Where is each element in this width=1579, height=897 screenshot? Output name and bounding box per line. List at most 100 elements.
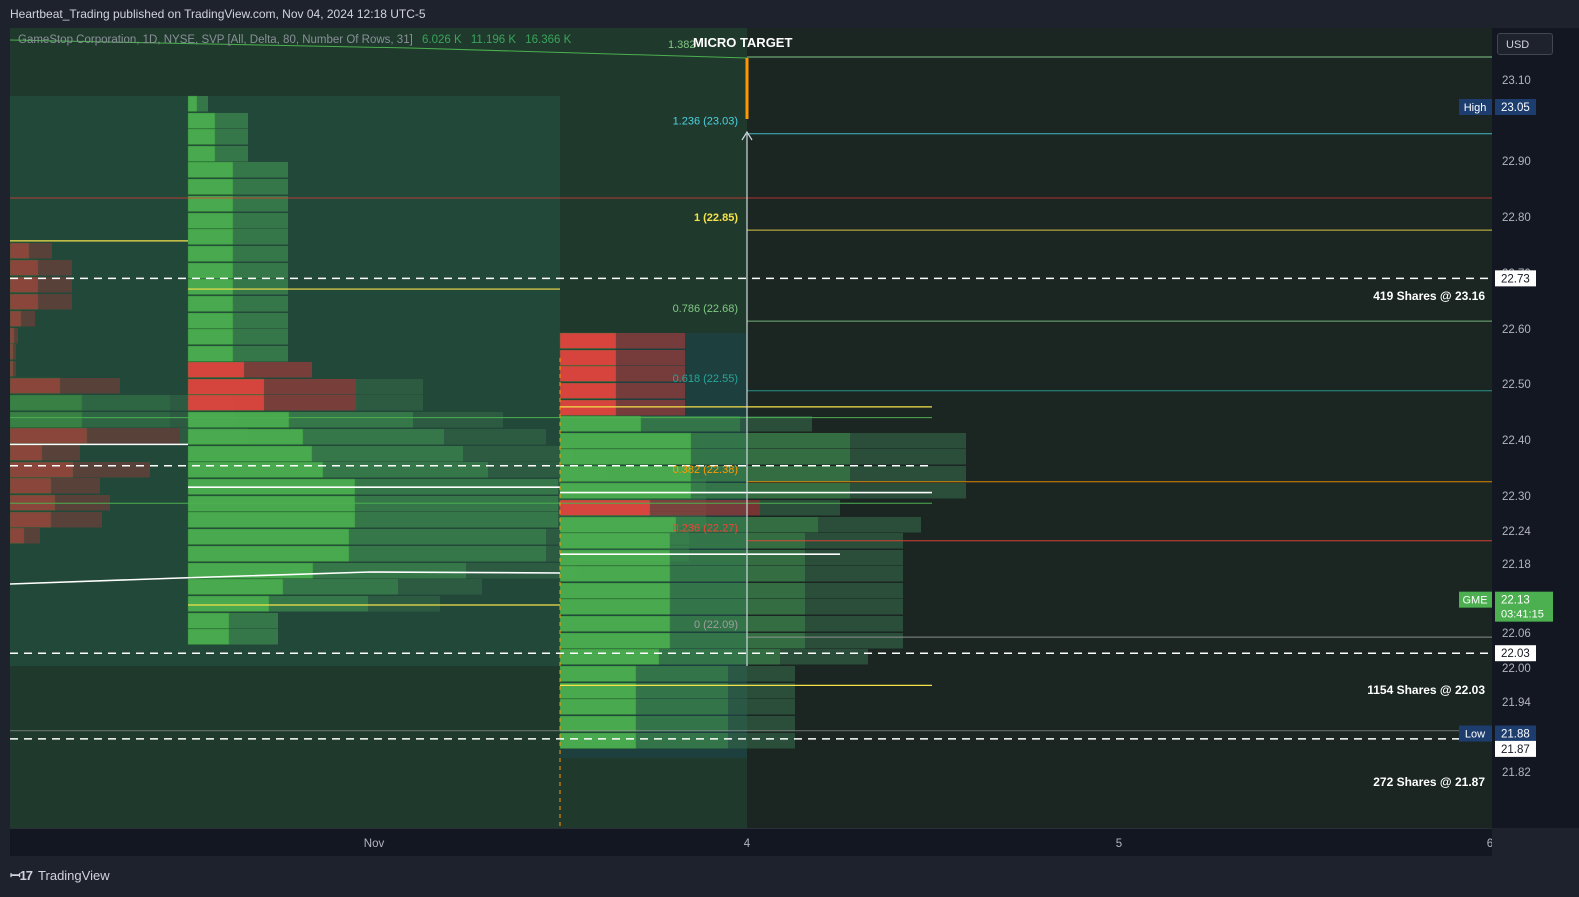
volume-bar-mid — [215, 113, 248, 129]
volume-bar-up — [559, 632, 671, 649]
volume-bar-up — [187, 328, 234, 345]
volume-bar-up — [187, 95, 198, 112]
volume-bar-up — [187, 128, 216, 145]
volume-bar-ext — [356, 395, 423, 411]
volume-bar-mid — [616, 383, 685, 399]
volume-bar-mid — [636, 733, 728, 749]
indicator-legend[interactable]: GameStop Corporation, 1D, NYSE, SVP [All… — [18, 34, 571, 46]
volume-bar-up — [10, 494, 56, 511]
fib-label: 0 (22.09) — [694, 619, 738, 631]
volume-bar-up — [559, 565, 671, 582]
volume-bar-mid — [13, 344, 16, 360]
volume-bar-mid — [650, 500, 760, 516]
volume-bar-mid — [691, 433, 850, 449]
volume-bar-up — [187, 378, 265, 395]
currency-button[interactable]: USD — [1497, 33, 1553, 55]
price-tick-label: 22.24 — [1502, 526, 1531, 538]
volume-bar-up — [187, 411, 290, 428]
volume-bar-mid — [670, 533, 805, 549]
volume-bar-ext — [728, 683, 795, 699]
high-axis-badge: 23.05 — [1501, 102, 1530, 114]
volume-bar-mid — [691, 466, 850, 482]
volume-bar-mid — [636, 666, 728, 682]
volume-bar-ext — [760, 500, 840, 516]
volume-bar-up — [187, 545, 350, 562]
volume-bar-up — [559, 648, 660, 665]
time-tick-label: 5 — [1116, 838, 1122, 850]
price-axis[interactable]: 23.1023.0022.9022.8022.7022.6022.5022.40… — [1492, 28, 1579, 828]
volume-bar-mid — [14, 328, 18, 344]
level-axis-badge-2273: 22.73 — [1501, 273, 1530, 285]
price-tick-label: 21.82 — [1502, 767, 1531, 779]
volume-bar-mid — [87, 428, 180, 444]
publish-header: Heartbeat_Trading published on TradingVi… — [0, 0, 1579, 28]
volume-bar-mid — [312, 446, 463, 462]
chart-area[interactable]: 1.236 (23.03) 1 (22.85) 0.786 (22.68) 0.618… — [10, 28, 1492, 828]
volume-bar-mid — [670, 550, 805, 566]
volume-bar-mid — [636, 699, 728, 715]
volume-bar-ext — [728, 666, 795, 682]
volume-bar-up — [187, 178, 234, 195]
volume-bar-mid — [73, 462, 150, 478]
volume-bar-mid — [233, 162, 288, 178]
volume-bar-mid — [264, 379, 356, 395]
ticker-axis-countdown: 03:41:15 — [1501, 609, 1544, 621]
time-tick-label: 4 — [744, 838, 751, 850]
volume-bar-up — [559, 499, 651, 516]
volume-bar-mid — [289, 412, 413, 428]
trend-line-upper — [10, 39, 748, 59]
volume-bar-mid — [38, 294, 72, 310]
measure-arrow-head — [741, 130, 753, 141]
volume-bar-mid — [244, 362, 312, 378]
volume-bar-up — [187, 528, 350, 545]
volume-bar-mid — [670, 599, 805, 615]
volume-bar-mid — [82, 395, 170, 411]
volume-bar-mid — [55, 495, 110, 511]
zone-bg-future — [747, 28, 1492, 828]
volume-bar-up — [187, 445, 313, 462]
time-axis[interactable]: Nov 4 5 6 — [10, 828, 1493, 857]
volume-bar-up — [187, 278, 234, 295]
time-tick-label: Nov — [364, 838, 385, 850]
volume-bar-mid — [21, 311, 35, 327]
volume-bar-up — [187, 228, 234, 245]
price-tick-label: 22.30 — [1502, 491, 1531, 503]
price-tick-label: 22.40 — [1502, 435, 1531, 447]
volume-bar-mid — [616, 350, 685, 366]
price-tick-label: 22.60 — [1502, 324, 1531, 336]
volume-bar-mid — [24, 528, 40, 544]
volume-bar-up — [559, 715, 637, 732]
volume-bar-mid — [355, 512, 558, 528]
volume-bar-mid — [670, 616, 805, 632]
volume-bar-up — [559, 665, 637, 682]
volume-bar-mid — [233, 329, 288, 345]
volume-bar-up — [559, 332, 617, 349]
high-badge-label: High — [1464, 102, 1487, 114]
volume-bar-mid — [616, 366, 685, 382]
volume-bar-ext — [413, 412, 503, 428]
volume-bar-up — [187, 262, 234, 279]
brand-label: TradingView — [38, 867, 110, 883]
volume-bar-mid — [82, 412, 170, 428]
level-axis-badge-2187-bg — [1495, 740, 1536, 757]
volume-bar-mid — [349, 546, 546, 562]
volume-bar-mid — [636, 683, 728, 699]
volume-bar-mid — [323, 462, 488, 478]
volume-bar-mid — [670, 566, 805, 582]
price-tick-label: 21.94 — [1502, 697, 1531, 709]
volume-bar-up — [559, 532, 671, 549]
volume-bar-up — [559, 382, 617, 399]
legend-value-1: 6.026 K — [422, 34, 462, 46]
volume-bar-up — [559, 698, 637, 715]
volume-bar-mid — [38, 260, 72, 276]
volume-bar-mid — [233, 246, 288, 262]
volume-bar-mid — [233, 313, 288, 329]
footer: ꟷ17 TradingView — [0, 856, 1579, 897]
volume-bar-mid — [60, 378, 120, 394]
level-axis-badge-2203-bg — [1495, 645, 1536, 662]
publisher-text: Heartbeat_Trading published on TradingVi… — [10, 7, 426, 21]
chart-canvas: 1.236 (23.03) 1 (22.85) 0.786 (22.68) 0.618… — [10, 28, 1492, 828]
volume-bar-up — [187, 595, 270, 612]
volume-bar-mid — [233, 179, 288, 195]
tradingview-brand[interactable]: ꟷ17 TradingView — [10, 866, 110, 884]
